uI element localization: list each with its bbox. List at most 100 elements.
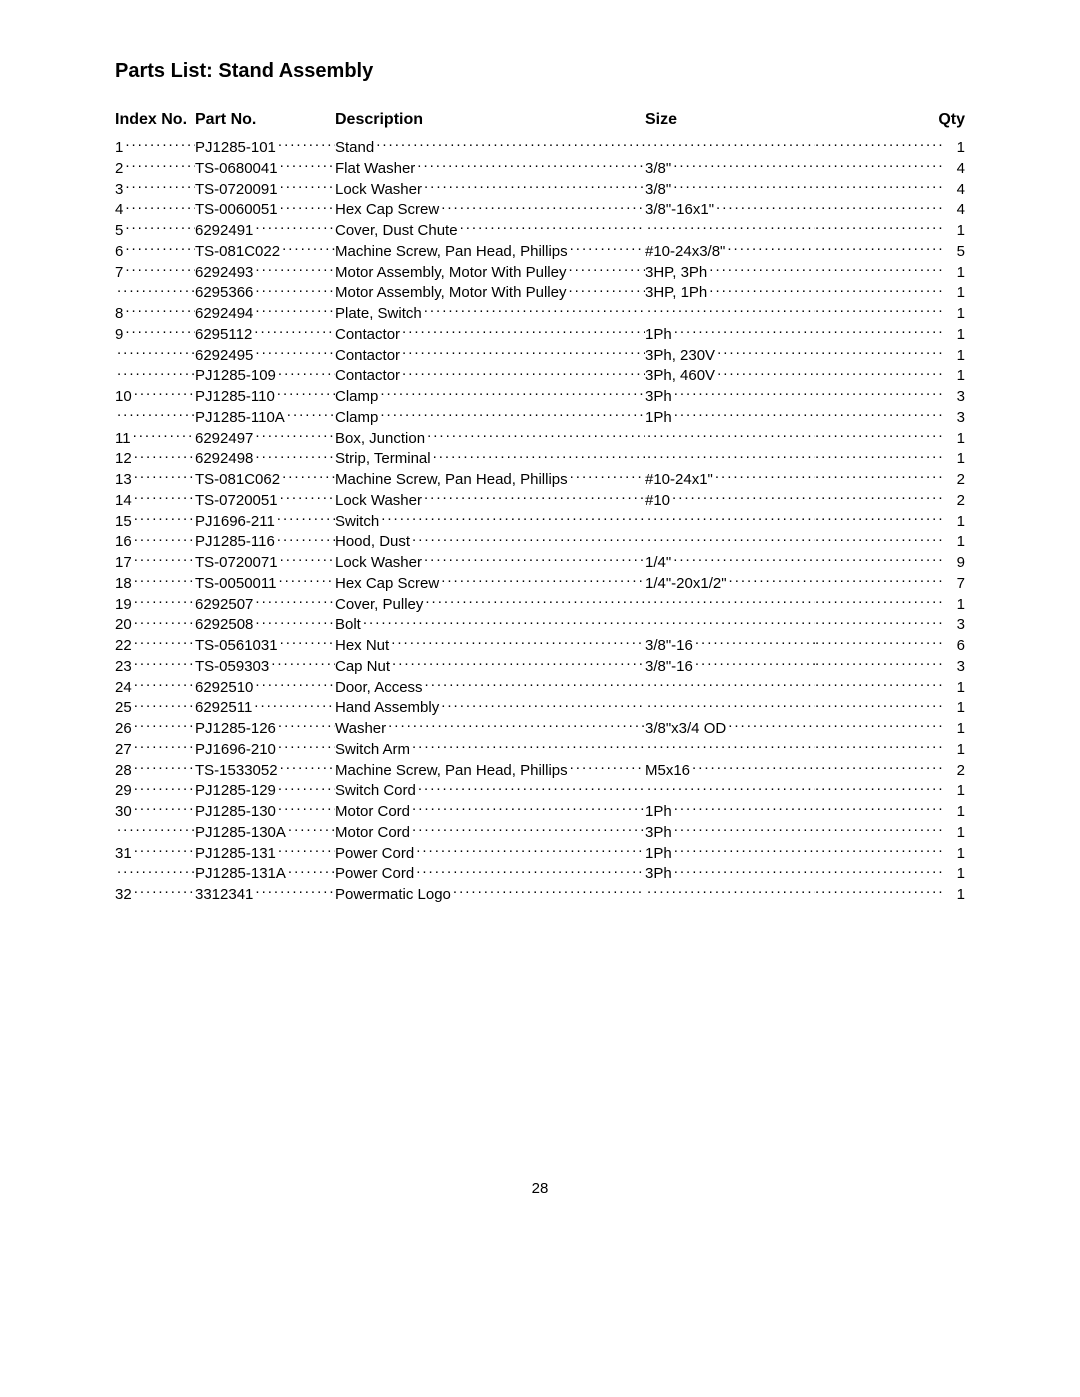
table-row: 18TS-0050011Hex Cap Screw1/4"-20x1/2"7	[115, 573, 965, 594]
leader-dots	[280, 552, 335, 567]
leader-gap	[815, 863, 945, 878]
leader-dots	[255, 448, 335, 463]
leader-gap	[815, 448, 945, 463]
leader-dots	[125, 137, 195, 152]
table-cell-text: 3/8"-16x1"	[645, 201, 716, 220]
leader-gap	[815, 490, 945, 505]
table-row: 13TS-081C062Machine Screw, Pan Head, Phi…	[115, 469, 965, 490]
table-cell: TS-1533052	[195, 760, 335, 781]
table-cell-text: M5x16	[645, 762, 692, 781]
leader-dots	[692, 760, 815, 775]
leader-dots	[728, 718, 815, 733]
leader-dots	[134, 801, 195, 816]
table-row: 16PJ1285-116Hood, Dust1	[115, 531, 965, 552]
table-row: 6TS-081C022Machine Screw, Pan Head, Phil…	[115, 241, 965, 262]
leader-dots	[815, 282, 945, 297]
leader-gap	[815, 262, 945, 277]
leader-dots	[695, 656, 815, 671]
table-cell: 1Ph	[645, 407, 815, 428]
leader-dots	[134, 531, 195, 546]
leader-gap	[815, 511, 945, 526]
leader-dots	[125, 241, 195, 256]
leader-dots	[134, 780, 195, 795]
table-cell-text: PJ1285-110A	[195, 409, 287, 428]
table-row: 196292507Cover, Pulley1	[115, 594, 965, 615]
leader-dots	[441, 697, 645, 712]
table-cell-text: 32	[115, 886, 134, 905]
leader-dots	[278, 718, 335, 733]
table-cell-text: 6292494	[195, 305, 255, 324]
leader-dots	[255, 594, 335, 609]
table-cell: 3	[115, 179, 195, 200]
leader-gap	[815, 843, 945, 858]
table-cell: 19	[115, 594, 195, 615]
table-row: 30PJ1285-130Motor Cord1Ph1	[115, 801, 965, 822]
leader-dots	[134, 511, 195, 526]
table-cell-text: 1Ph	[645, 326, 674, 345]
leader-dots	[815, 303, 945, 318]
table-row: PJ1285-110AClamp1Ph3	[115, 407, 965, 428]
table-cell-qty: 2	[945, 762, 965, 781]
table-cell	[115, 822, 195, 837]
table-cell-text: PJ1285-130A	[195, 824, 288, 843]
leader-dots	[815, 697, 945, 712]
table-cell: 6292511	[195, 697, 335, 718]
table-cell: PJ1285-110	[195, 386, 335, 407]
table-cell-text: TS-0060051	[195, 201, 280, 220]
table-row: 256292511Hand Assembly1	[115, 697, 965, 718]
leader-dots	[815, 158, 945, 173]
table-row: 3TS-0720091Lock Washer3/8"4	[115, 179, 965, 200]
table-cell-text: 1	[115, 139, 125, 158]
leader-dots	[134, 552, 195, 567]
table-cell: 18	[115, 573, 195, 594]
page: Parts List: Stand Assembly Index No. Par…	[0, 0, 1080, 1397]
table-cell-text: Contactor	[335, 326, 402, 345]
table-cell-text: Washer	[335, 720, 388, 739]
table-cell-text: PJ1285-131A	[195, 865, 288, 884]
leader-dots	[815, 822, 945, 837]
leader-dots	[416, 843, 645, 858]
leader-dots	[388, 718, 645, 733]
leader-dots	[715, 469, 815, 484]
leader-dots	[568, 262, 645, 277]
page-number: 28	[0, 1180, 1080, 1197]
table-cell: PJ1285-101	[195, 137, 335, 158]
leader-dots	[125, 220, 195, 235]
table-cell-text: TS-0720091	[195, 181, 280, 200]
leader-dots	[280, 158, 335, 173]
table-cell-text: Hand Assembly	[335, 699, 441, 718]
table-cell-text: #10-24x1"	[645, 471, 715, 490]
leader-dots	[717, 365, 815, 380]
table-cell-text: 4	[115, 201, 125, 220]
leader-dots	[280, 635, 335, 650]
table-cell-qty: 1	[945, 264, 965, 283]
table-cell-qty: 1	[945, 533, 965, 552]
table-row: PJ1285-109Contactor3Ph, 460V1	[115, 365, 965, 386]
leader-gap	[815, 469, 945, 484]
table-cell-text: 3Ph, 460V	[645, 367, 717, 386]
leader-dots	[282, 241, 335, 256]
table-row: 116292497Box, Junction1	[115, 428, 965, 449]
leader-dots	[815, 780, 945, 795]
leader-dots	[647, 614, 815, 629]
table-cell: PJ1285-130A	[195, 822, 335, 843]
table-cell-qty: 1	[945, 450, 965, 469]
table-cell-text: Switch Cord	[335, 782, 418, 801]
leader-dots	[672, 490, 815, 505]
table-cell-text: 14	[115, 492, 134, 511]
leader-gap	[815, 345, 945, 360]
table-cell: PJ1285-129	[195, 780, 335, 801]
table-cell-text: 24	[115, 679, 134, 698]
table-cell-text: 3Ph	[645, 388, 674, 407]
table-cell: 3/8"-16	[645, 656, 815, 677]
table-cell: 20	[115, 614, 195, 635]
table-cell: Power Cord	[335, 843, 645, 864]
table-cell: 3Ph	[645, 863, 815, 884]
leader-dots	[815, 884, 945, 899]
table-cell-qty: 1	[945, 430, 965, 449]
table-cell: 14	[115, 490, 195, 511]
leader-dots	[134, 635, 195, 650]
table-cell-qty: 4	[945, 181, 965, 200]
leader-gap	[815, 137, 945, 152]
table-cell: PJ1285-131	[195, 843, 335, 864]
